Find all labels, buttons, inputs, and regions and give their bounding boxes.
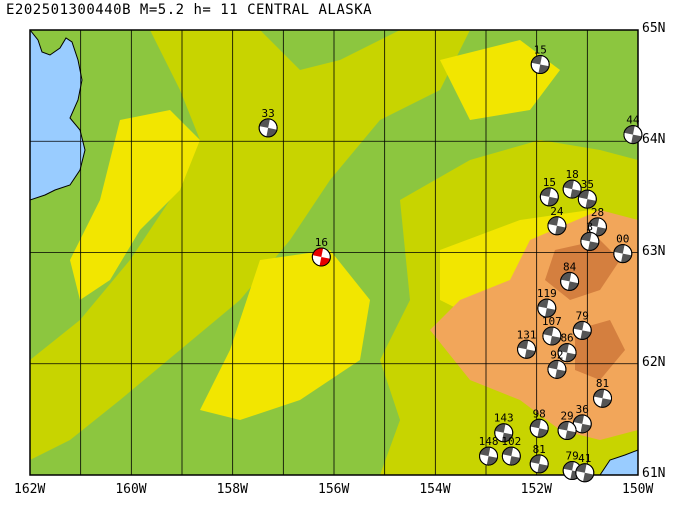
- latitude-label: 65N: [642, 21, 666, 36]
- longitude-label: 160W: [115, 482, 147, 497]
- beachball[interactable]: [572, 320, 592, 340]
- event-depth-label: 84: [563, 260, 577, 273]
- longitude-label: 156W: [318, 482, 350, 497]
- event-depth-label: 33: [262, 107, 275, 120]
- event-depth-label: 24: [550, 205, 564, 218]
- beachball[interactable]: [580, 231, 600, 251]
- event-depth-label: 98: [533, 407, 546, 420]
- event-depth-label: 107: [542, 315, 562, 328]
- event-depth-label: 3: [587, 220, 594, 233]
- longitude-label: 152W: [520, 482, 552, 497]
- beachball[interactable]: [529, 418, 549, 438]
- event-depth-label: 28: [591, 206, 604, 219]
- water-inlet: [599, 449, 638, 475]
- event-depth-label: 86: [560, 332, 573, 345]
- longitude-label: 162W: [14, 482, 46, 497]
- event-depth-label: 148: [479, 435, 499, 448]
- latitude-label: 62N: [642, 354, 666, 370]
- beachball[interactable]: [539, 187, 559, 207]
- beachball[interactable]: [623, 125, 643, 145]
- latitude-label: 64N: [642, 132, 666, 148]
- event-depth-label: 29: [560, 410, 573, 423]
- latitude-label: 63N: [642, 243, 666, 259]
- beachball[interactable]: [547, 216, 567, 236]
- beachball[interactable]: [587, 217, 607, 237]
- event-depth-label: 131: [517, 328, 537, 341]
- beachball[interactable]: [577, 189, 597, 209]
- event-depth-label: 41: [578, 452, 591, 465]
- map-frame: [29, 29, 639, 476]
- event-depth-label: 79: [566, 450, 579, 463]
- graticule: [29, 29, 639, 476]
- terrain-highland: [200, 250, 370, 420]
- beachball[interactable]: [529, 454, 549, 474]
- event-depth-label: 143: [494, 412, 514, 425]
- event-depth-label: 15: [534, 43, 547, 56]
- event-depth-label: 102: [501, 435, 521, 448]
- water-west-coast: [30, 30, 86, 201]
- event-depth-label: 00: [616, 233, 629, 246]
- beachball[interactable]: [557, 343, 577, 363]
- beachball[interactable]: [613, 244, 633, 264]
- latitude-label: 61N: [642, 466, 666, 481]
- longitude-label: 150W: [622, 482, 654, 497]
- beachball[interactable]: [537, 298, 557, 318]
- beachball[interactable]: [575, 463, 595, 483]
- longitude-label: 158W: [216, 482, 248, 497]
- beachball[interactable]: [562, 179, 582, 199]
- main-event-beachball[interactable]: [311, 247, 331, 267]
- longitude-label: 154W: [419, 482, 451, 497]
- terrain-highland: [440, 40, 560, 120]
- event-depth-label: 119: [537, 287, 557, 300]
- event-depth-label: 16: [315, 236, 328, 249]
- beachball[interactable]: [530, 54, 550, 74]
- event-depth-label: 81: [533, 443, 546, 456]
- event-depth-label: 18: [566, 168, 579, 181]
- beachball[interactable]: [593, 388, 613, 408]
- beachball[interactable]: [547, 359, 567, 379]
- event-depth-label: 92: [550, 348, 563, 361]
- beachball[interactable]: [494, 423, 514, 443]
- beachball[interactable]: [517, 339, 537, 359]
- event-depth-label: 36: [576, 403, 589, 416]
- beachball[interactable]: [560, 271, 580, 291]
- beachball[interactable]: [542, 326, 562, 346]
- event-depth-label: 44: [626, 114, 640, 127]
- beachball[interactable]: [557, 421, 577, 440]
- beachball[interactable]: [479, 446, 499, 466]
- terrain-midland: [30, 30, 470, 460]
- event-depth-label: 81: [596, 377, 609, 390]
- event-depth-label: 15: [543, 176, 556, 189]
- event-depth-label: 35: [581, 178, 594, 191]
- event-depth-label: 79: [576, 309, 589, 322]
- beachball[interactable]: [501, 446, 521, 466]
- beachball[interactable]: [258, 118, 278, 138]
- map-title: E202501300440B M=5.2 h= 11 CENTRAL ALASK…: [6, 2, 373, 18]
